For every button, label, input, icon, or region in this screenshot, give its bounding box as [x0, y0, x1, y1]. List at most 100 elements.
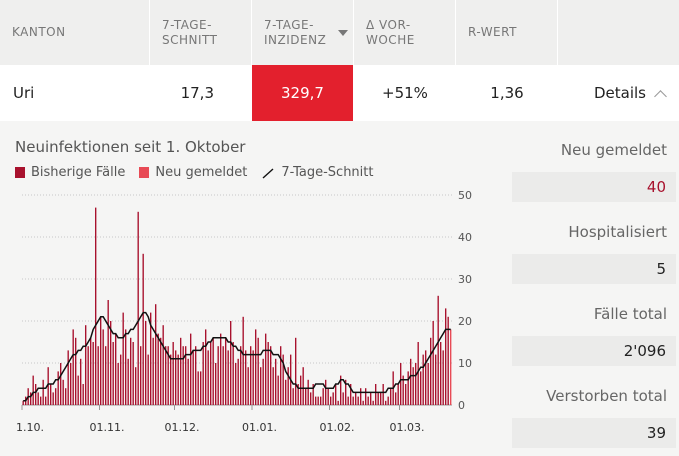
bar-bisherige	[352, 396, 354, 405]
line-7-tage-schnitt	[23, 311, 451, 402]
bar-bisherige	[395, 392, 397, 405]
bar-bisherige	[155, 304, 157, 405]
y-tick-label: 10	[458, 357, 472, 370]
header-vorwoche[interactable]: Δ VOR- WOCHE	[354, 0, 456, 65]
bar-bisherige	[185, 346, 187, 405]
bar-bisherige	[267, 342, 269, 405]
bar-bisherige	[405, 384, 407, 405]
bar-bisherige	[115, 333, 117, 405]
bar-bisherige	[107, 300, 109, 405]
bar-bisherige	[165, 346, 167, 405]
bar-bisherige	[235, 363, 237, 405]
bar-bisherige	[357, 396, 359, 405]
legend-item-bisherige: Bisherige Fälle	[15, 165, 125, 180]
table-row[interactable]: Uri 17,3 329,7 +51% 1,36 Details	[0, 65, 679, 121]
bar-bisherige	[132, 342, 134, 405]
bar-bisherige	[445, 308, 447, 405]
bar-bisherige	[425, 350, 427, 405]
bar-bisherige	[417, 342, 419, 405]
bar-bisherige	[85, 325, 87, 405]
bar-bisherige	[327, 388, 329, 405]
table-header: KANTON 7-TAGE- SCHNITT 7-TAGE- INZIDENZ …	[0, 0, 679, 65]
bar-bisherige	[152, 337, 154, 405]
bar-bisherige	[345, 379, 347, 405]
bar-bisherige	[40, 396, 42, 405]
bar-bisherige	[320, 396, 322, 405]
bar-bisherige	[122, 312, 124, 405]
bar-bisherige	[57, 371, 59, 405]
bar-bisherige	[242, 316, 244, 405]
bar-bisherige	[385, 400, 387, 405]
bar-bisherige	[260, 367, 262, 405]
row-r-wert: 1,36	[490, 84, 524, 102]
stat-value-faelle-total: 2'096	[512, 336, 676, 366]
details-label: Details	[594, 84, 647, 102]
legend-label-schnitt: 7-Tage-Schnitt	[281, 165, 374, 180]
header-7-tage-schnitt[interactable]: 7-TAGE- SCHNITT	[150, 0, 252, 65]
bar-bisherige	[305, 388, 307, 405]
header-inzidenz-line2: INZIDENZ	[264, 32, 327, 47]
y-tick-label: 30	[458, 273, 472, 286]
bar-bisherige	[110, 321, 112, 405]
header-r-wert[interactable]: R-WERT	[456, 0, 558, 65]
bar-bisherige	[350, 384, 352, 405]
bar-bisherige	[412, 367, 414, 405]
bar-bisherige	[112, 342, 114, 405]
bar-bisherige	[400, 363, 402, 405]
header-vorwoche-line2: WOCHE	[366, 32, 415, 47]
bar-bisherige	[312, 384, 314, 405]
header-schnitt-line1: 7-TAGE-	[162, 17, 212, 32]
bar-bisherige	[332, 392, 334, 405]
bar-bisherige	[215, 363, 217, 405]
bar-bisherige	[437, 295, 439, 405]
bar-bisherige	[442, 350, 444, 405]
bar-bisherige	[270, 346, 272, 405]
bar-bisherige	[177, 354, 179, 405]
header-vorwoche-line1: Δ VOR-	[366, 17, 411, 32]
bar-bisherige	[272, 367, 274, 405]
header-rwert-label: R-WERT	[468, 25, 517, 39]
bar-bisherige	[167, 346, 169, 405]
x-tick-label: 01.03.	[390, 421, 425, 434]
legend-item-neu: Neu gemeldet	[139, 165, 247, 180]
legend-item-schnitt: 7-Tage-Schnitt	[261, 165, 373, 180]
bar-bisherige	[117, 363, 119, 405]
bar-bisherige	[255, 329, 257, 405]
bar-bisherige	[182, 346, 184, 405]
bar-bisherige	[37, 392, 39, 405]
bar-bisherige	[197, 371, 199, 405]
header-inzidenz-line1: 7-TAGE-	[264, 17, 314, 32]
bar-bisherige	[35, 384, 37, 405]
bar-bisherige	[92, 342, 94, 405]
legend-line-icon	[262, 167, 274, 179]
bar-bisherige	[55, 388, 57, 405]
header-7-tage-inzidenz[interactable]: 7-TAGE- INZIDENZ	[252, 0, 354, 65]
bar-bisherige	[435, 354, 437, 405]
bar-bisherige	[100, 316, 102, 405]
details-toggle[interactable]: Details	[594, 65, 679, 121]
bar-bisherige	[390, 388, 392, 405]
bar-neu-gemeldet	[450, 329, 452, 405]
bar-bisherige	[407, 371, 409, 405]
bar-bisherige	[342, 392, 344, 405]
bar-bisherige	[172, 342, 174, 405]
header-kanton[interactable]: KANTON	[0, 0, 150, 65]
bar-bisherige	[315, 396, 317, 405]
bar-bisherige	[60, 363, 62, 405]
bar-bisherige	[30, 392, 32, 405]
row-7-tage-schnitt: 17,3	[180, 84, 214, 102]
x-tick-label: 01.12.	[165, 421, 200, 434]
bar-bisherige	[447, 316, 449, 405]
cases-chart: 0 10 20 30 40 50 1.10. 01.11. 01.12. 01.01. 01.02.…	[16, 189, 472, 434]
header-kanton-label: KANTON	[12, 25, 66, 39]
bar-bisherige	[147, 354, 149, 405]
bar-bisherige	[175, 350, 177, 405]
bar-bisherige	[280, 346, 282, 405]
bar-bisherige	[292, 388, 294, 405]
bar-bisherige	[80, 358, 82, 405]
bar-bisherige	[300, 375, 302, 405]
stat-label-verstorben-total: Verstorben total	[546, 387, 667, 405]
bar-bisherige	[377, 392, 379, 405]
bar-bisherige	[440, 342, 442, 405]
bar-bisherige	[277, 375, 279, 405]
